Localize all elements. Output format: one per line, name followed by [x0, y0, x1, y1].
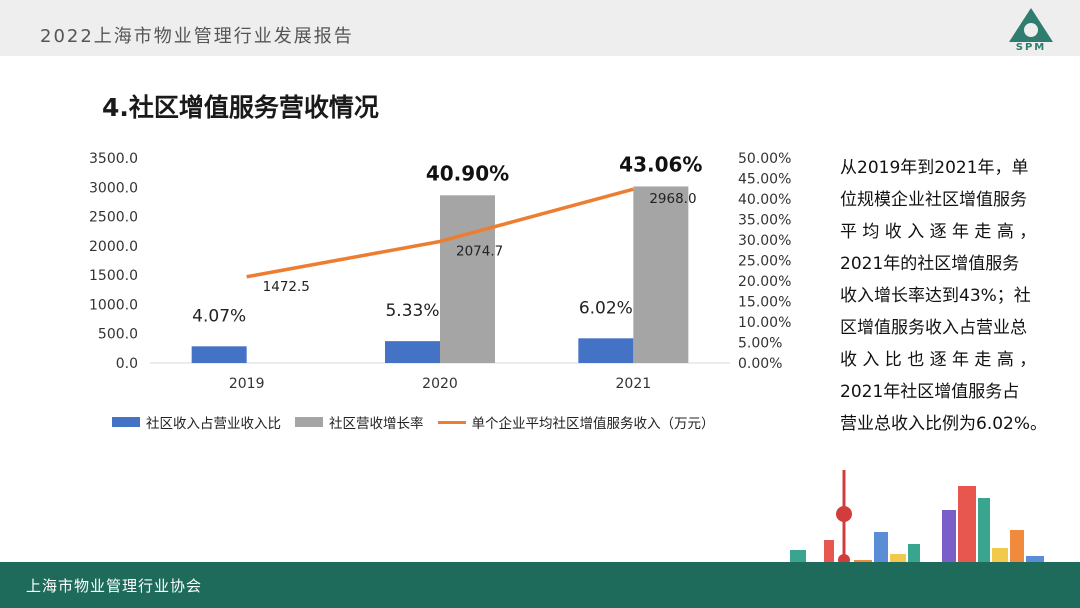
- y-right-tick-label: 0.00%: [738, 356, 782, 372]
- spm-logo: [1009, 8, 1053, 42]
- y-right-tick-label: 20.00%: [738, 274, 791, 290]
- y-left-tick-label: 1500.0: [89, 268, 138, 284]
- footer-band: [0, 562, 1080, 608]
- y-left-tick-label: 500.0: [98, 327, 138, 343]
- x-tick-label: 2019: [229, 376, 265, 392]
- header-band: [0, 0, 1080, 56]
- logo-text: SPM: [1015, 42, 1047, 53]
- y-right-tick-label: 50.00%: [738, 151, 791, 167]
- bar-growth: [440, 195, 495, 363]
- legend-swatch-growth: [295, 417, 323, 427]
- section-heading: 4.社区增值服务营收情况: [102, 93, 379, 122]
- summary-text: 从2019年到2021年，单 位规模企业社区增值服务 平 均 收 入 逐 年 走…: [840, 158, 1048, 434]
- data-label-share: 4.07%: [192, 306, 246, 326]
- y-right-tick-label: 40.00%: [738, 192, 791, 208]
- data-label-growth: 43.06%: [619, 152, 702, 176]
- y-right-tick-label: 15.00%: [738, 295, 791, 311]
- y-left-tick-label: 2000.0: [89, 239, 138, 255]
- legend-item-growth: 社区营收增长率: [295, 412, 424, 432]
- y-right-tick-label: 5.00%: [738, 336, 782, 352]
- legend-label-growth: 社区营收增长率: [329, 416, 424, 432]
- y-right-tick-label: 25.00%: [738, 254, 791, 270]
- footer-org-name: 上海市物业管理行业协会: [26, 577, 203, 595]
- bar-share: [191, 346, 247, 363]
- y-right-tick-label: 35.00%: [738, 213, 791, 229]
- y-left-tick-label: 0.0: [116, 356, 138, 372]
- legend-swatch-share: [112, 417, 140, 427]
- y-left-tick-label: 2500.0: [89, 210, 138, 226]
- bar-growth: [633, 186, 689, 363]
- combo-chart: 3500.0 3000.0 2500.0 2000.0 1500.0 1000.0 500.…: [89, 151, 791, 392]
- y-left-tick-label: 1000.0: [89, 297, 138, 313]
- legend-label-income: 单个企业平均社区增值服务收入（万元）: [471, 416, 715, 432]
- legend-label-share: 社区收入占营业收入比: [146, 416, 281, 432]
- y-right-tick-label: 30.00%: [738, 233, 791, 249]
- y-left-tick-label: 3000.0: [89, 180, 138, 196]
- y-left-tick-label: 3500.0: [89, 151, 138, 167]
- data-label-share: 6.02%: [579, 298, 633, 318]
- chart-legend: 社区收入占营业收入比 社区营收增长率 单个企业平均社区增值服务收入（万元）: [112, 412, 729, 432]
- x-tick-label: 2021: [616, 376, 652, 392]
- x-tick-label: 2020: [422, 376, 458, 392]
- data-label-growth: 40.90%: [426, 161, 509, 185]
- data-label-income: 2074.7: [456, 243, 503, 259]
- bar-share: [385, 341, 440, 363]
- bar-share: [578, 338, 634, 363]
- y-right-tick-label: 45.00%: [738, 172, 791, 188]
- line-income: [246, 187, 634, 279]
- y-right-tick-label: 10.00%: [738, 315, 791, 331]
- data-label-income: 2968.0: [649, 191, 696, 207]
- report-title: 2022上海市物业管理行业发展报告: [40, 26, 354, 47]
- legend-item-share: 社区收入占营业收入比: [112, 412, 281, 432]
- data-label-share: 5.33%: [385, 301, 439, 321]
- legend-item-income: 单个企业平均社区增值服务收入（万元）: [437, 412, 715, 432]
- data-label-income: 1472.5: [263, 279, 310, 295]
- legend-swatch-income: [437, 420, 466, 424]
